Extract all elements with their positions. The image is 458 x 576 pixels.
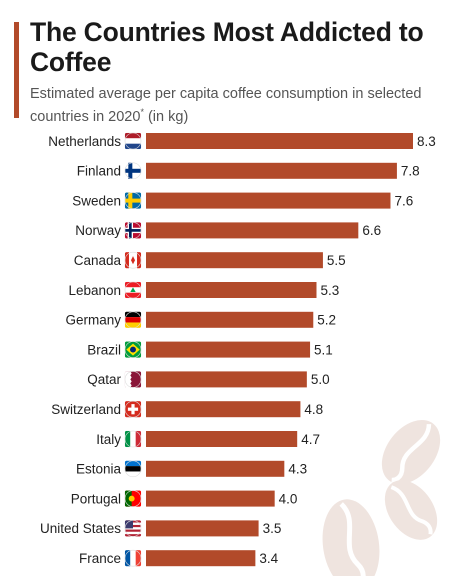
value-label: 5.0	[311, 372, 330, 387]
coffee-bean-icon	[384, 480, 438, 540]
estonia-flag-icon	[124, 460, 142, 478]
bar	[146, 460, 285, 477]
value-label: 5.5	[327, 253, 346, 268]
qatar-flag-icon	[124, 371, 142, 388]
country-label: Portugal	[71, 491, 121, 506]
value-label: 3.4	[259, 551, 278, 566]
value-label: 4.0	[279, 491, 298, 506]
bar	[146, 192, 391, 209]
bar	[146, 311, 314, 328]
chart-title: The Countries Most Addicted to Coffee	[30, 17, 424, 77]
finland-flag-icon	[124, 162, 142, 180]
bar	[146, 401, 301, 418]
coffee-bean-icon	[322, 499, 380, 576]
united-states-flag-icon	[124, 520, 142, 537]
italy-flag-icon	[124, 430, 142, 448]
bar	[146, 371, 307, 388]
bar	[146, 222, 359, 239]
value-label: 6.6	[362, 223, 381, 238]
country-label: Lebanon	[68, 283, 121, 298]
bar-row: Finland 7.8	[77, 162, 420, 180]
value-label: 3.5	[263, 521, 282, 536]
country-label: Switzerland	[51, 402, 121, 417]
value-label: 7.6	[394, 193, 413, 208]
bar-row: France 3.4	[79, 549, 279, 567]
country-label: Estonia	[76, 462, 122, 477]
bar	[146, 550, 256, 567]
country-label: Canada	[74, 253, 122, 268]
bar-row: Estonia 4.3	[76, 460, 307, 478]
bar-row: Norway 6.6	[75, 222, 381, 239]
value-label: 4.8	[304, 402, 323, 417]
lebanon-flag-icon	[124, 281, 142, 299]
value-label: 7.8	[401, 164, 420, 179]
bar-row: Brazil 5.1	[87, 341, 333, 358]
country-label: Finland	[77, 164, 121, 179]
country-label: Sweden	[72, 193, 121, 208]
bar-row: United States 3.5	[40, 520, 282, 537]
bar-row: Sweden 7.6	[72, 192, 413, 209]
subtitle-footnote-mark: *	[140, 107, 144, 117]
bar-row: Portugal 4.0	[71, 490, 298, 507]
brazil-flag-icon	[124, 341, 142, 358]
value-label: 4.3	[288, 462, 307, 477]
bar	[146, 490, 275, 507]
bar-row: Italy 4.7	[96, 430, 320, 448]
sweden-flag-icon	[124, 192, 142, 209]
bar	[146, 341, 311, 358]
germany-flag-icon	[124, 311, 142, 329]
value-label: 5.1	[314, 342, 333, 357]
country-label: Italy	[96, 432, 121, 447]
country-label: France	[79, 551, 121, 566]
value-label: 5.2	[317, 313, 336, 328]
subtitle-main: Estimated average per capita coffee cons…	[30, 86, 422, 125]
bar	[146, 252, 323, 269]
canada-flag-icon	[124, 251, 142, 269]
norway-flag-icon	[124, 222, 142, 239]
country-label: Qatar	[87, 372, 121, 387]
switzerland-flag-icon	[124, 400, 142, 418]
country-label: Brazil	[87, 342, 121, 357]
coffee-beans-decoration	[322, 420, 441, 576]
bar	[146, 133, 413, 149]
country-label: Netherlands	[48, 134, 121, 149]
coffee-bean-icon	[381, 420, 441, 484]
bar-row: Switzerland 4.8	[51, 400, 323, 418]
value-label: 5.3	[320, 283, 339, 298]
bar-row: Germany 5.2	[65, 311, 336, 329]
value-label: 4.7	[301, 432, 320, 447]
bar-row: Canada 5.5	[74, 251, 346, 269]
portugal-flag-icon	[124, 490, 142, 507]
bar	[146, 282, 317, 298]
value-label: 8.3	[417, 134, 436, 149]
subtitle-unit: (in kg)	[143, 108, 189, 125]
country-label: Germany	[65, 313, 121, 328]
bar-row: Lebanon 5.3	[68, 281, 339, 299]
country-label: Norway	[75, 223, 121, 238]
accent-bar	[14, 22, 19, 118]
netherlands-flag-icon	[124, 132, 142, 150]
bar	[146, 431, 298, 447]
chart-subtitle: Estimated average per capita coffee cons…	[30, 85, 450, 126]
chart-rows: Netherlands 8.3 Finland 7.8 Sweden 7.6 Norway 6…	[40, 132, 436, 567]
bar	[146, 520, 259, 537]
bar	[146, 162, 397, 179]
country-label: United States	[40, 521, 121, 536]
bar-row: Qatar 5.0	[87, 371, 330, 388]
bar-row: Netherlands 8.3	[48, 132, 436, 150]
france-flag-icon	[124, 549, 142, 567]
